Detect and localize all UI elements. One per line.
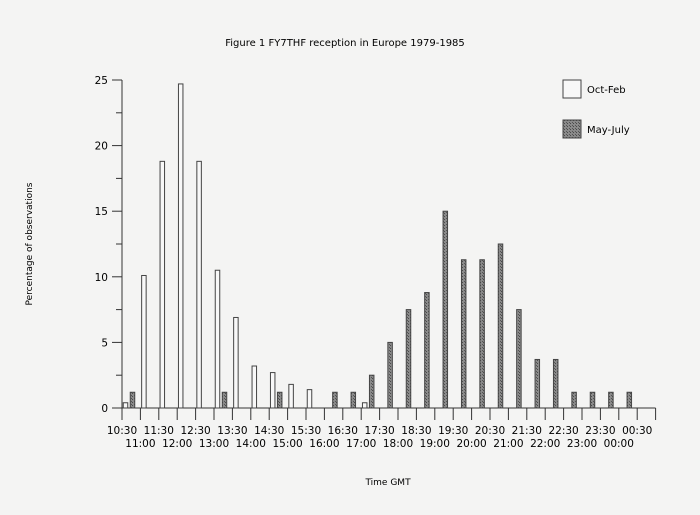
x-tick-label: 12:00	[162, 438, 192, 450]
bar-may-july	[129, 391, 136, 409]
bar-may-july	[571, 391, 577, 409]
bar-may-july	[479, 259, 485, 409]
bar-may-july	[332, 391, 338, 409]
bar-oct-feb	[361, 402, 368, 409]
x-tick-label: 13:00	[199, 438, 229, 450]
x-tick-label: 15:30	[291, 425, 321, 437]
bar-may-july	[534, 358, 541, 409]
bar-oct-feb	[269, 372, 276, 409]
x-tick-label: 14:00	[236, 438, 266, 450]
y-tick-label: 10	[95, 272, 108, 284]
x-tick-label: 16:30	[328, 425, 358, 437]
x-tick-label: 17:30	[364, 425, 394, 437]
y-tick-label: 0	[101, 403, 108, 415]
bar-oct-feb	[122, 402, 129, 409]
bar-oct-feb	[159, 160, 166, 409]
bar-oct-feb	[251, 365, 258, 409]
x-tick-label: 18:30	[401, 425, 431, 437]
legend: Oct-Feb May-July	[562, 79, 630, 139]
x-tick-label: 23:30	[585, 425, 615, 437]
legend-swatch-oct-feb	[562, 79, 582, 99]
bar-may-july	[405, 309, 412, 409]
x-tick-label: 15:00	[272, 438, 302, 450]
bar-oct-feb	[214, 269, 221, 409]
bar-may-july	[221, 391, 228, 409]
x-tick-label: 19:00	[420, 438, 450, 450]
legend-label-may-july: May-July	[587, 125, 630, 136]
x-tick-label: 21:00	[493, 438, 523, 450]
x-tick-label: 14:30	[254, 425, 284, 437]
bar-oct-feb	[177, 83, 184, 409]
bar-may-july	[350, 391, 357, 409]
bar-may-july	[626, 391, 633, 409]
x-tick-label: 19:30	[438, 425, 468, 437]
y-tick-label: 25	[95, 75, 108, 87]
bars	[122, 83, 633, 409]
x-tick-label: 20:30	[475, 425, 505, 437]
bar-may-july	[276, 391, 283, 409]
y-tick-label: 20	[95, 141, 108, 153]
bar-oct-feb	[141, 274, 147, 409]
bar-oct-feb	[196, 160, 202, 409]
x-tick-label: 11:30	[144, 425, 174, 437]
x-tick-label: 12:30	[180, 425, 210, 437]
bar-may-july	[387, 341, 393, 409]
bar-may-july	[516, 309, 522, 409]
x-tick-label: 16:00	[309, 438, 339, 450]
bar-may-july	[608, 391, 614, 409]
x-tick-label: 00:00	[604, 438, 634, 450]
x-axis-label: Time GMT	[364, 478, 411, 488]
x-tick-label: 22:30	[548, 425, 578, 437]
y-tick-label: 15	[95, 206, 108, 218]
bar-oct-feb	[288, 383, 294, 409]
x-tick-label: 17:00	[346, 438, 376, 450]
x-tick-label: 10:30	[107, 425, 137, 437]
x-tick-label: 23:00	[567, 438, 597, 450]
axes: 0 5 10 15 20 25 10:3011:0011:3012:0012:3013:00…	[95, 75, 657, 450]
x-tick-label: 11:00	[125, 438, 155, 450]
x-tick-label: 21:30	[512, 425, 542, 437]
bar-oct-feb	[306, 389, 313, 409]
bar-may-july	[442, 210, 449, 409]
bar-may-july	[552, 358, 559, 409]
x-tick-label: 18:00	[383, 438, 413, 450]
bar-may-july	[424, 292, 430, 409]
x-tick-label: 00:30	[622, 425, 652, 437]
bar-may-july	[589, 391, 596, 409]
bar-may-july	[460, 259, 467, 409]
legend-swatch-may-july	[562, 119, 582, 139]
bar-may-july	[497, 243, 504, 409]
y-tick-label: 5	[101, 337, 108, 349]
y-axis-label: Percentage of observations	[25, 182, 35, 305]
chart-title: Figure 1 FY7THF reception in Europe 1979…	[225, 38, 465, 49]
x-tick-label: 20:00	[456, 438, 486, 450]
x-tick-label: 13:30	[217, 425, 247, 437]
bar-oct-feb	[233, 316, 239, 409]
x-tick-label: 22:00	[530, 438, 560, 450]
bar-may-july	[368, 374, 375, 409]
legend-label-oct-feb: Oct-Feb	[587, 85, 626, 96]
